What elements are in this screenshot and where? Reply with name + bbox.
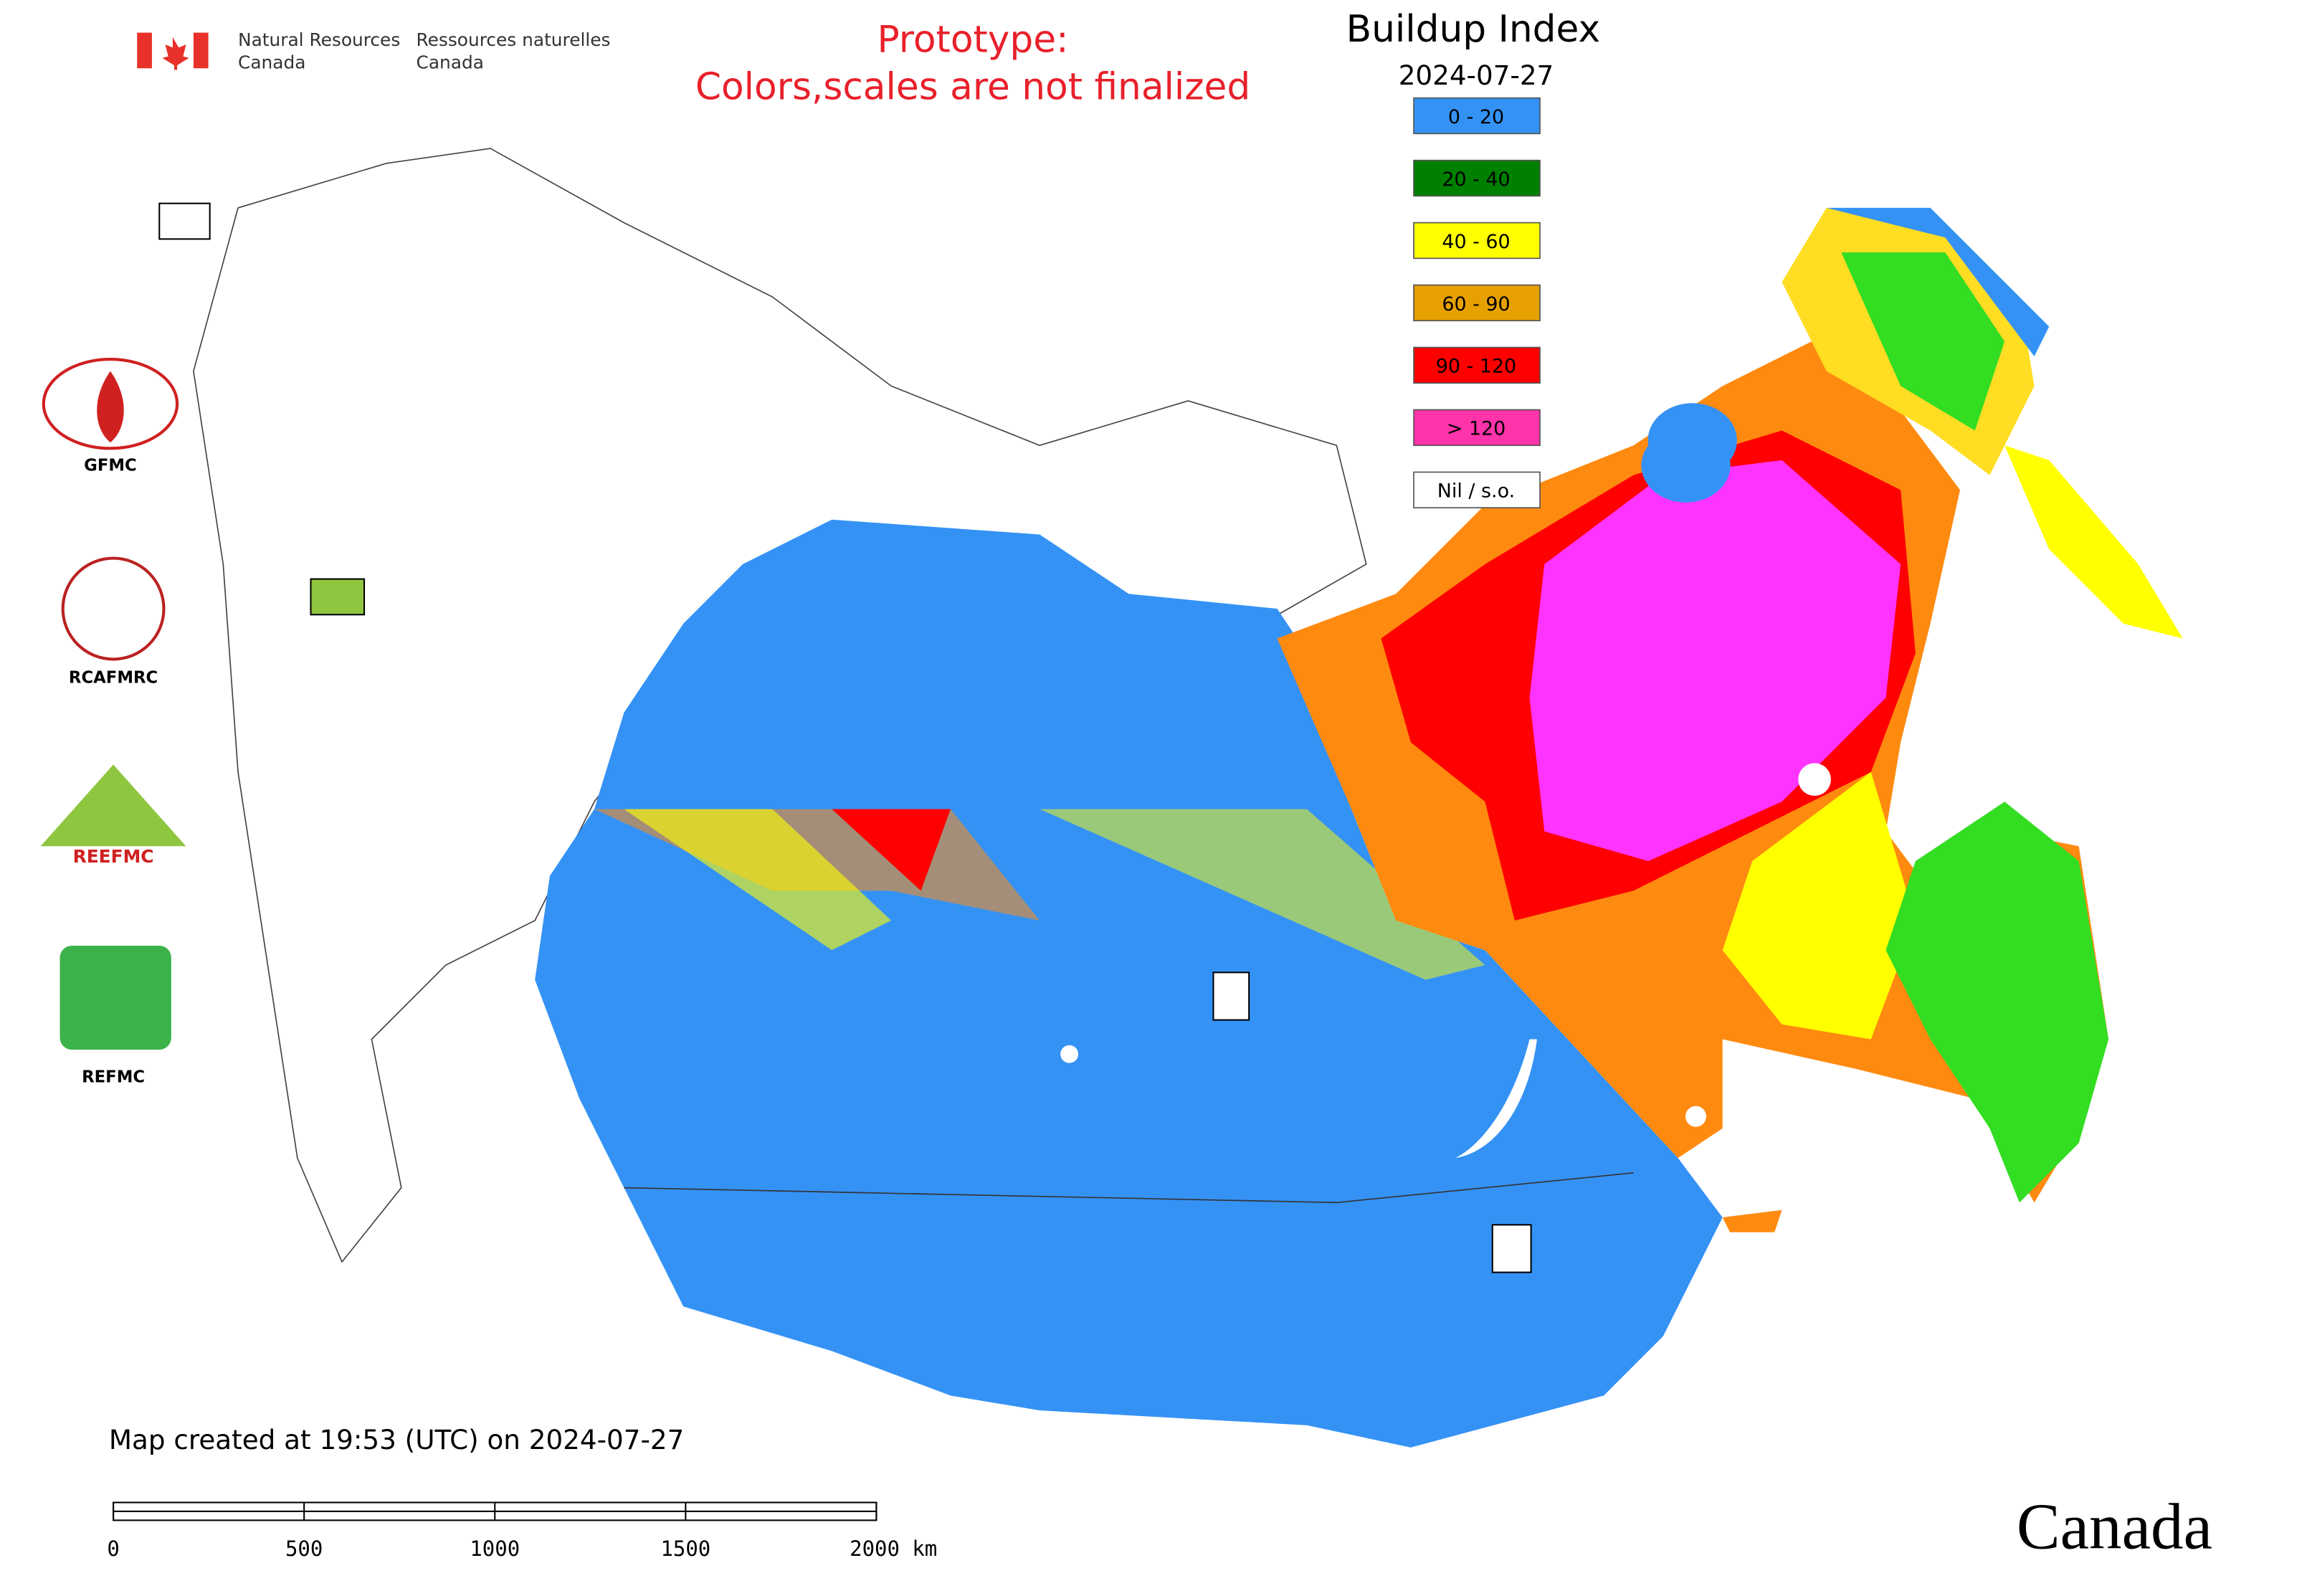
legend-label: 40 - 60 — [1442, 231, 1510, 253]
legend-swatch — [1413, 222, 1541, 260]
legend-swatch — [1413, 97, 1541, 135]
notice: Colors,scales are not finalized — [695, 66, 1250, 109]
legend-label: 0 - 20 — [1448, 106, 1504, 128]
scale-label: 1000 — [470, 1536, 520, 1561]
logo-label: GFMC — [84, 456, 137, 475]
org-en: Canada — [238, 52, 305, 72]
scale-label: 500 — [285, 1536, 323, 1561]
legend-swatch — [1413, 159, 1541, 197]
org-fr: Canada — [417, 52, 484, 72]
map-geography — [193, 148, 2183, 1448]
logos — [40, 202, 1532, 1273]
logo-label: RCAFMRC — [69, 669, 158, 688]
legend-label: > 120 — [1447, 418, 1506, 440]
org-fr: Ressources naturelles — [417, 29, 611, 50]
scale-bar: 0 500 1000 1500 2000 km — [107, 1501, 937, 1561]
org-en: Natural Resources — [238, 29, 400, 50]
legend-label: 90 - 120 — [1436, 356, 1516, 378]
canada-flag — [137, 32, 209, 70]
legend-swatch — [1413, 471, 1541, 509]
legend-label: 20 - 40 — [1442, 168, 1510, 191]
notice: Prototype: — [877, 18, 1068, 61]
canada-wordmark: Canada — [2017, 1491, 2212, 1563]
created-note: Map created at 19:53 (UTC) on 2024-07-27 — [109, 1424, 684, 1455]
logo-label: REFMC — [82, 1068, 145, 1087]
logo-label: REEFMC — [73, 846, 154, 867]
map-date: 2024-07-27 — [1399, 60, 1554, 91]
legend-swatch — [1413, 346, 1541, 384]
map-title: Buildup Index — [1346, 8, 1600, 51]
legend-swatch — [1413, 284, 1541, 322]
scale-label: 2000 km — [850, 1536, 937, 1561]
legend-swatch — [1413, 409, 1541, 447]
scale-label: 0 — [107, 1536, 119, 1561]
scale-label: 1500 — [660, 1536, 710, 1561]
legend: 0 - 20 20 - 40 40 - 60 60 - 90 90 - 120 > 120… — [1413, 97, 1541, 509]
legend-label: Nil / s.o. — [1437, 480, 1515, 503]
legend-label: 60 - 90 — [1442, 293, 1510, 315]
